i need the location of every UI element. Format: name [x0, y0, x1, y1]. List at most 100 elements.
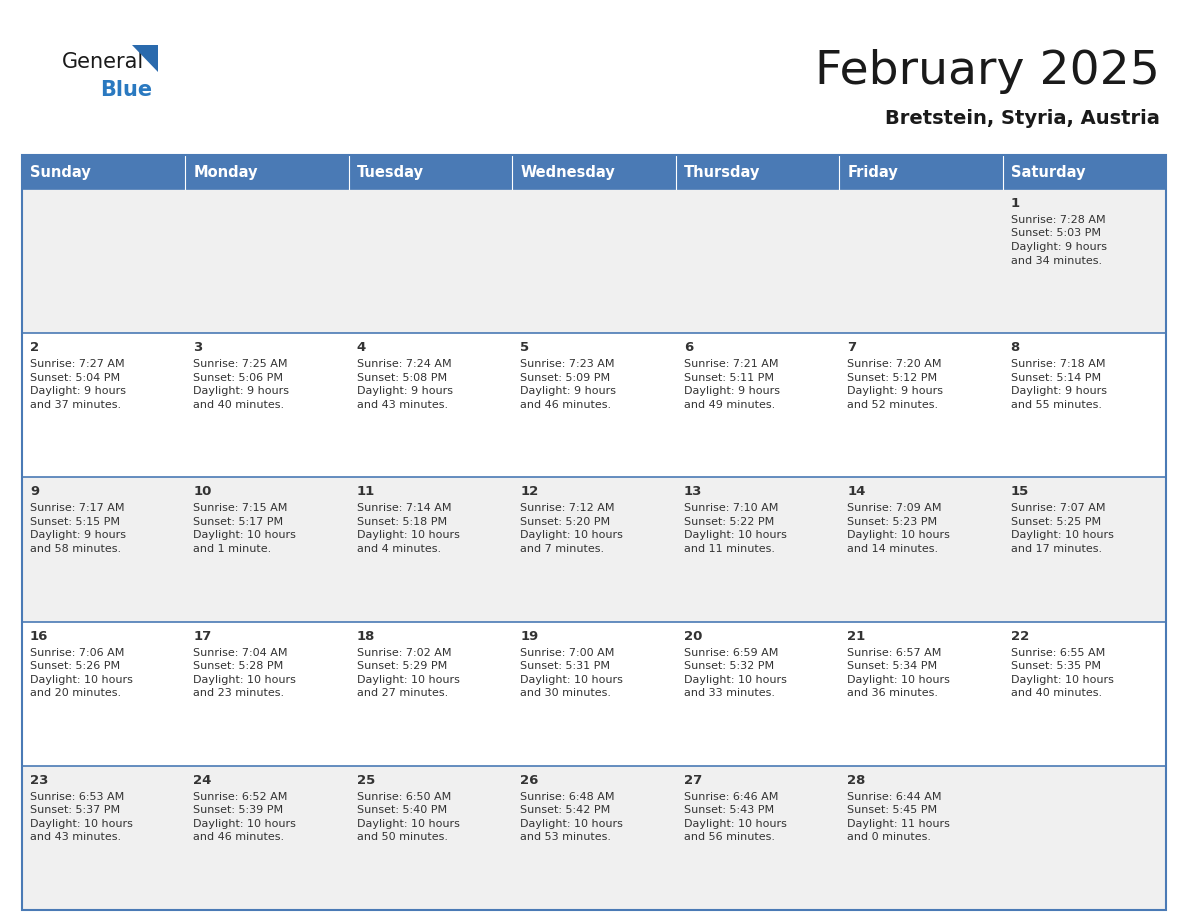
Text: Sunset: 5:04 PM: Sunset: 5:04 PM	[30, 373, 120, 383]
Text: and 46 minutes.: and 46 minutes.	[520, 399, 612, 409]
Bar	[23, 621, 185, 766]
Bar	[349, 621, 512, 766]
Text: Daylight: 9 hours: Daylight: 9 hours	[30, 386, 126, 397]
Text: Sunset: 5:39 PM: Sunset: 5:39 PM	[194, 805, 284, 815]
Bar	[676, 621, 839, 766]
Text: Sunset: 5:20 PM: Sunset: 5:20 PM	[520, 517, 611, 527]
Text: Daylight: 9 hours: Daylight: 9 hours	[1011, 242, 1106, 252]
Bar	[676, 333, 839, 477]
Text: Daylight: 10 hours: Daylight: 10 hours	[520, 819, 624, 829]
Bar	[185, 189, 349, 333]
Bar	[23, 155, 1165, 910]
Text: Sunrise: 6:55 AM: Sunrise: 6:55 AM	[1011, 647, 1105, 657]
Text: 23: 23	[30, 774, 49, 787]
Text: and 20 minutes.: and 20 minutes.	[30, 688, 121, 698]
Bar	[676, 477, 839, 621]
Text: Daylight: 10 hours: Daylight: 10 hours	[684, 531, 786, 541]
Text: 13: 13	[684, 486, 702, 498]
Text: Sunset: 5:15 PM: Sunset: 5:15 PM	[30, 517, 120, 527]
Text: 21: 21	[847, 630, 865, 643]
Text: February 2025: February 2025	[815, 50, 1159, 95]
Text: 12: 12	[520, 486, 538, 498]
Bar	[839, 155, 1003, 189]
Text: Sunrise: 6:59 AM: Sunrise: 6:59 AM	[684, 647, 778, 657]
Text: Sunset: 5:22 PM: Sunset: 5:22 PM	[684, 517, 773, 527]
Text: Sunset: 5:31 PM: Sunset: 5:31 PM	[520, 661, 611, 671]
Text: Daylight: 10 hours: Daylight: 10 hours	[30, 675, 133, 685]
Bar	[23, 477, 185, 621]
Text: Sunset: 5:08 PM: Sunset: 5:08 PM	[356, 373, 447, 383]
Text: Sunrise: 7:04 AM: Sunrise: 7:04 AM	[194, 647, 287, 657]
Text: Sunset: 5:29 PM: Sunset: 5:29 PM	[356, 661, 447, 671]
Text: Sunset: 5:34 PM: Sunset: 5:34 PM	[847, 661, 937, 671]
Bar	[512, 189, 676, 333]
Bar	[1003, 621, 1165, 766]
Text: Sunset: 5:45 PM: Sunset: 5:45 PM	[847, 805, 937, 815]
Text: Sunrise: 7:00 AM: Sunrise: 7:00 AM	[520, 647, 614, 657]
Bar	[512, 155, 676, 189]
Text: Sunset: 5:14 PM: Sunset: 5:14 PM	[1011, 373, 1101, 383]
Text: 27: 27	[684, 774, 702, 787]
Bar	[349, 333, 512, 477]
Text: Sunrise: 7:28 AM: Sunrise: 7:28 AM	[1011, 215, 1105, 225]
Text: Daylight: 10 hours: Daylight: 10 hours	[684, 819, 786, 829]
Text: Daylight: 10 hours: Daylight: 10 hours	[520, 675, 624, 685]
Text: 24: 24	[194, 774, 211, 787]
Text: Blue: Blue	[100, 80, 152, 100]
Text: and 11 minutes.: and 11 minutes.	[684, 543, 775, 554]
Text: 9: 9	[30, 486, 39, 498]
Text: Thursday: Thursday	[684, 164, 760, 180]
Text: 22: 22	[1011, 630, 1029, 643]
Text: Sunrise: 6:44 AM: Sunrise: 6:44 AM	[847, 792, 942, 801]
Text: Daylight: 10 hours: Daylight: 10 hours	[194, 675, 296, 685]
Text: Sunset: 5:35 PM: Sunset: 5:35 PM	[1011, 661, 1100, 671]
Text: Daylight: 9 hours: Daylight: 9 hours	[520, 386, 617, 397]
Text: 19: 19	[520, 630, 538, 643]
Text: 6: 6	[684, 341, 693, 354]
Text: 7: 7	[847, 341, 857, 354]
Text: Sunset: 5:09 PM: Sunset: 5:09 PM	[520, 373, 611, 383]
Text: Sunday: Sunday	[30, 164, 90, 180]
Text: 5: 5	[520, 341, 530, 354]
Text: Sunset: 5:37 PM: Sunset: 5:37 PM	[30, 805, 120, 815]
Text: Sunrise: 6:50 AM: Sunrise: 6:50 AM	[356, 792, 451, 801]
Bar	[23, 333, 185, 477]
Bar	[512, 333, 676, 477]
Bar	[839, 621, 1003, 766]
Text: and 55 minutes.: and 55 minutes.	[1011, 399, 1101, 409]
Bar	[185, 766, 349, 910]
Text: Sunset: 5:42 PM: Sunset: 5:42 PM	[520, 805, 611, 815]
Text: Sunset: 5:11 PM: Sunset: 5:11 PM	[684, 373, 773, 383]
Bar	[1003, 333, 1165, 477]
Text: Daylight: 10 hours: Daylight: 10 hours	[356, 675, 460, 685]
Text: Daylight: 10 hours: Daylight: 10 hours	[194, 531, 296, 541]
Text: Bretstein, Styria, Austria: Bretstein, Styria, Austria	[885, 108, 1159, 128]
Text: Sunrise: 7:25 AM: Sunrise: 7:25 AM	[194, 359, 287, 369]
Text: Friday: Friday	[847, 164, 898, 180]
Bar	[23, 766, 185, 910]
Text: 8: 8	[1011, 341, 1019, 354]
Text: and 53 minutes.: and 53 minutes.	[520, 833, 612, 843]
Text: and 58 minutes.: and 58 minutes.	[30, 543, 121, 554]
Text: and 0 minutes.: and 0 minutes.	[847, 833, 931, 843]
Text: Sunset: 5:18 PM: Sunset: 5:18 PM	[356, 517, 447, 527]
Bar	[349, 766, 512, 910]
Text: Daylight: 10 hours: Daylight: 10 hours	[847, 675, 950, 685]
Bar	[185, 333, 349, 477]
Text: and 17 minutes.: and 17 minutes.	[1011, 543, 1101, 554]
Bar	[512, 621, 676, 766]
Bar	[839, 189, 1003, 333]
Bar	[676, 155, 839, 189]
Text: and 30 minutes.: and 30 minutes.	[520, 688, 612, 698]
Text: Sunrise: 7:27 AM: Sunrise: 7:27 AM	[30, 359, 125, 369]
Bar	[185, 621, 349, 766]
Text: Sunset: 5:12 PM: Sunset: 5:12 PM	[847, 373, 937, 383]
Bar	[1003, 477, 1165, 621]
Text: Daylight: 10 hours: Daylight: 10 hours	[30, 819, 133, 829]
Text: and 49 minutes.: and 49 minutes.	[684, 399, 775, 409]
Text: Sunrise: 7:06 AM: Sunrise: 7:06 AM	[30, 647, 125, 657]
Text: 20: 20	[684, 630, 702, 643]
Text: 3: 3	[194, 341, 203, 354]
Text: Wednesday: Wednesday	[520, 164, 615, 180]
Bar	[676, 189, 839, 333]
